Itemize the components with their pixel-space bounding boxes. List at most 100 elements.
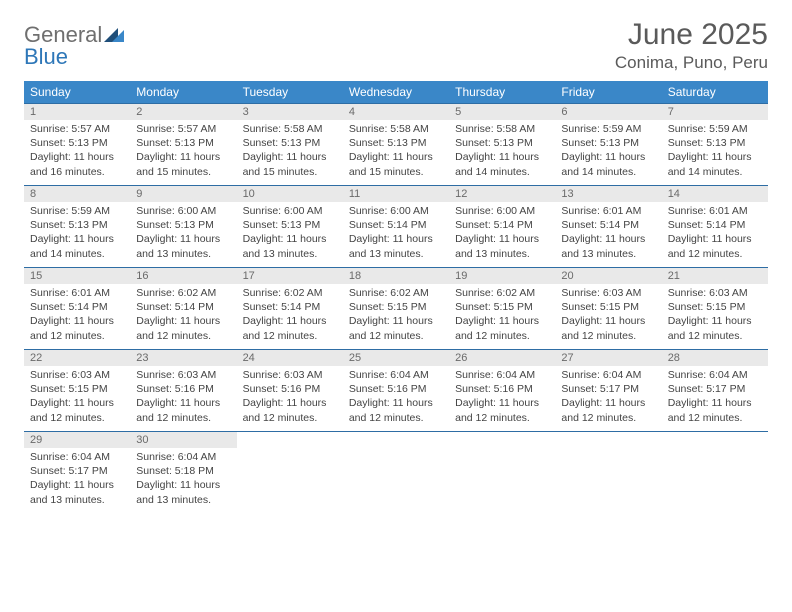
day-content: Sunrise: 6:03 AMSunset: 5:16 PMDaylight:… bbox=[130, 366, 236, 429]
day-content: Sunrise: 6:04 AMSunset: 5:17 PMDaylight:… bbox=[555, 366, 661, 429]
day-content: Sunrise: 6:01 AMSunset: 5:14 PMDaylight:… bbox=[662, 202, 768, 265]
sunset-text: Sunset: 5:15 PM bbox=[561, 300, 655, 314]
daylight-text: Daylight: 11 hours bbox=[30, 314, 124, 328]
sunrise-text: Sunrise: 6:04 AM bbox=[668, 368, 762, 382]
daylight-text: and 13 minutes. bbox=[455, 247, 549, 261]
daylight-text: and 12 minutes. bbox=[30, 329, 124, 343]
daylight-text: and 13 minutes. bbox=[136, 493, 230, 507]
day-content: Sunrise: 6:04 AMSunset: 5:17 PMDaylight:… bbox=[662, 366, 768, 429]
sunrise-text: Sunrise: 5:59 AM bbox=[561, 122, 655, 136]
sunset-text: Sunset: 5:18 PM bbox=[136, 464, 230, 478]
daylight-text: Daylight: 11 hours bbox=[455, 314, 549, 328]
daylight-text: and 13 minutes. bbox=[349, 247, 443, 261]
daylight-text: and 12 minutes. bbox=[455, 329, 549, 343]
day-number: 29 bbox=[24, 432, 130, 448]
day-cell: 10Sunrise: 6:00 AMSunset: 5:13 PMDayligh… bbox=[237, 186, 343, 268]
day-content: Sunrise: 6:00 AMSunset: 5:14 PMDaylight:… bbox=[343, 202, 449, 265]
sunrise-text: Sunrise: 5:59 AM bbox=[668, 122, 762, 136]
day-cell: 22Sunrise: 6:03 AMSunset: 5:15 PMDayligh… bbox=[24, 350, 130, 432]
day-cell: 8Sunrise: 5:59 AMSunset: 5:13 PMDaylight… bbox=[24, 186, 130, 268]
sunset-text: Sunset: 5:16 PM bbox=[349, 382, 443, 396]
weekday-header: Saturday bbox=[662, 81, 768, 104]
day-cell: 1Sunrise: 5:57 AMSunset: 5:13 PMDaylight… bbox=[24, 104, 130, 186]
day-content: Sunrise: 6:00 AMSunset: 5:14 PMDaylight:… bbox=[449, 202, 555, 265]
sunrise-text: Sunrise: 6:01 AM bbox=[561, 204, 655, 218]
header: General Blue June 2025 Conima, Puno, Per… bbox=[24, 18, 768, 73]
sunset-text: Sunset: 5:14 PM bbox=[349, 218, 443, 232]
sunrise-text: Sunrise: 5:57 AM bbox=[30, 122, 124, 136]
sunrise-text: Sunrise: 6:02 AM bbox=[455, 286, 549, 300]
sunset-text: Sunset: 5:13 PM bbox=[136, 218, 230, 232]
sunset-text: Sunset: 5:13 PM bbox=[349, 136, 443, 150]
daylight-text: Daylight: 11 hours bbox=[561, 232, 655, 246]
daylight-text: Daylight: 11 hours bbox=[561, 396, 655, 410]
calendar-table: Sunday Monday Tuesday Wednesday Thursday… bbox=[24, 81, 768, 514]
daylight-text: Daylight: 11 hours bbox=[243, 232, 337, 246]
day-content: Sunrise: 6:02 AMSunset: 5:14 PMDaylight:… bbox=[130, 284, 236, 347]
daylight-text: and 12 minutes. bbox=[668, 247, 762, 261]
daylight-text: Daylight: 11 hours bbox=[455, 150, 549, 164]
day-number: 5 bbox=[449, 104, 555, 120]
day-cell: 2Sunrise: 5:57 AMSunset: 5:13 PMDaylight… bbox=[130, 104, 236, 186]
sunrise-text: Sunrise: 6:01 AM bbox=[30, 286, 124, 300]
daylight-text: Daylight: 11 hours bbox=[455, 396, 549, 410]
sunrise-text: Sunrise: 6:04 AM bbox=[455, 368, 549, 382]
daylight-text: and 12 minutes. bbox=[243, 411, 337, 425]
day-cell: 5Sunrise: 5:58 AMSunset: 5:13 PMDaylight… bbox=[449, 104, 555, 186]
sunset-text: Sunset: 5:13 PM bbox=[561, 136, 655, 150]
daylight-text: and 15 minutes. bbox=[349, 165, 443, 179]
sunset-text: Sunset: 5:15 PM bbox=[349, 300, 443, 314]
day-number: 14 bbox=[662, 186, 768, 202]
day-number: 21 bbox=[662, 268, 768, 284]
day-content: Sunrise: 5:59 AMSunset: 5:13 PMDaylight:… bbox=[24, 202, 130, 265]
sunrise-text: Sunrise: 6:02 AM bbox=[349, 286, 443, 300]
daylight-text: and 13 minutes. bbox=[136, 247, 230, 261]
daylight-text: and 15 minutes. bbox=[136, 165, 230, 179]
day-content: Sunrise: 5:57 AMSunset: 5:13 PMDaylight:… bbox=[130, 120, 236, 183]
week-row: 1Sunrise: 5:57 AMSunset: 5:13 PMDaylight… bbox=[24, 104, 768, 186]
sunrise-text: Sunrise: 6:03 AM bbox=[30, 368, 124, 382]
daylight-text: Daylight: 11 hours bbox=[561, 150, 655, 164]
day-content: Sunrise: 6:01 AMSunset: 5:14 PMDaylight:… bbox=[24, 284, 130, 347]
day-number: 9 bbox=[130, 186, 236, 202]
week-row: 8Sunrise: 5:59 AMSunset: 5:13 PMDaylight… bbox=[24, 186, 768, 268]
weekday-header: Sunday bbox=[24, 81, 130, 104]
daylight-text: Daylight: 11 hours bbox=[30, 478, 124, 492]
daylight-text: Daylight: 11 hours bbox=[243, 314, 337, 328]
sunset-text: Sunset: 5:14 PM bbox=[136, 300, 230, 314]
sunset-text: Sunset: 5:17 PM bbox=[30, 464, 124, 478]
sunrise-text: Sunrise: 6:03 AM bbox=[136, 368, 230, 382]
daylight-text: and 12 minutes. bbox=[349, 411, 443, 425]
day-content: Sunrise: 5:59 AMSunset: 5:13 PMDaylight:… bbox=[555, 120, 661, 183]
day-cell: 9Sunrise: 6:00 AMSunset: 5:13 PMDaylight… bbox=[130, 186, 236, 268]
day-number: 8 bbox=[24, 186, 130, 202]
daylight-text: Daylight: 11 hours bbox=[668, 396, 762, 410]
sunrise-text: Sunrise: 6:04 AM bbox=[561, 368, 655, 382]
day-content: Sunrise: 5:58 AMSunset: 5:13 PMDaylight:… bbox=[449, 120, 555, 183]
day-content: Sunrise: 6:04 AMSunset: 5:17 PMDaylight:… bbox=[24, 448, 130, 511]
daylight-text: Daylight: 11 hours bbox=[30, 396, 124, 410]
sunrise-text: Sunrise: 6:02 AM bbox=[136, 286, 230, 300]
day-content: Sunrise: 6:03 AMSunset: 5:16 PMDaylight:… bbox=[237, 366, 343, 429]
day-cell: 20Sunrise: 6:03 AMSunset: 5:15 PMDayligh… bbox=[555, 268, 661, 350]
day-content: Sunrise: 6:03 AMSunset: 5:15 PMDaylight:… bbox=[24, 366, 130, 429]
month-title: June 2025 bbox=[615, 18, 768, 51]
day-number: 26 bbox=[449, 350, 555, 366]
sunrise-text: Sunrise: 6:02 AM bbox=[243, 286, 337, 300]
day-cell: 4Sunrise: 5:58 AMSunset: 5:13 PMDaylight… bbox=[343, 104, 449, 186]
sunset-text: Sunset: 5:15 PM bbox=[455, 300, 549, 314]
daylight-text: Daylight: 11 hours bbox=[30, 150, 124, 164]
day-number: 30 bbox=[130, 432, 236, 448]
daylight-text: Daylight: 11 hours bbox=[455, 232, 549, 246]
day-content: Sunrise: 5:59 AMSunset: 5:13 PMDaylight:… bbox=[662, 120, 768, 183]
day-content: Sunrise: 6:02 AMSunset: 5:14 PMDaylight:… bbox=[237, 284, 343, 347]
day-cell: 3Sunrise: 5:58 AMSunset: 5:13 PMDaylight… bbox=[237, 104, 343, 186]
daylight-text: and 14 minutes. bbox=[30, 247, 124, 261]
daylight-text: and 13 minutes. bbox=[30, 493, 124, 507]
day-number: 1 bbox=[24, 104, 130, 120]
day-content: Sunrise: 6:04 AMSunset: 5:16 PMDaylight:… bbox=[343, 366, 449, 429]
daylight-text: and 12 minutes. bbox=[561, 411, 655, 425]
daylight-text: and 12 minutes. bbox=[455, 411, 549, 425]
weekday-header: Friday bbox=[555, 81, 661, 104]
day-content: Sunrise: 6:02 AMSunset: 5:15 PMDaylight:… bbox=[449, 284, 555, 347]
